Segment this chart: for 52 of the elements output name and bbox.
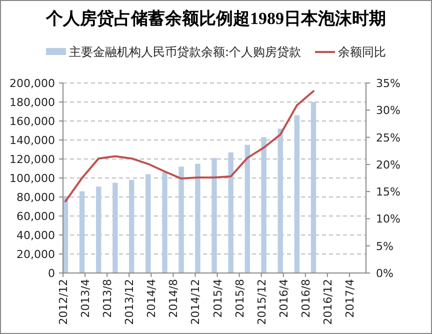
bar <box>162 172 168 273</box>
x-tick-label: 2014/4 <box>145 279 158 318</box>
bar <box>261 137 266 273</box>
y-tick-label: 180,000 <box>10 96 55 109</box>
y-tick-label: 40,000 <box>16 229 55 242</box>
bar <box>128 180 134 273</box>
bar <box>146 174 151 273</box>
x-tick-label: 2016/4 <box>277 279 290 318</box>
x-tick-label: 2014/8 <box>167 279 180 318</box>
y-tick-label: 100,000 <box>10 172 55 185</box>
y2-tick-label: 5% <box>376 240 394 253</box>
x-tick-label: 2016/12 <box>321 279 334 325</box>
y-tick-label: 0 <box>48 267 55 280</box>
y2-tick-label: 35% <box>376 77 400 90</box>
y-tick-label: 80,000 <box>16 191 55 204</box>
x-tick-label: 2013/8 <box>101 279 114 318</box>
bar <box>79 191 85 273</box>
x-tick-label: 2013/4 <box>79 279 92 318</box>
y-tick-label: 60,000 <box>16 210 55 223</box>
bar <box>278 128 283 273</box>
y-tick-label: 140,000 <box>10 134 55 147</box>
y2-tick-label: 20% <box>376 158 400 172</box>
legend-label: 主要金融机构人民币贷款余额:个人购房贷款 <box>68 45 302 59</box>
x-tick-label: 2013/12 <box>123 279 136 325</box>
y2-tick-label: 15% <box>376 186 400 199</box>
x-tick-label: 2014/12 <box>189 279 202 325</box>
x-tick-label: 2016/8 <box>299 279 312 318</box>
bar <box>195 164 200 273</box>
legend-label: 余额同比 <box>338 45 386 59</box>
bar <box>310 102 316 273</box>
y2-tick-label: 30% <box>376 104 400 118</box>
y-tick-label: 20,000 <box>16 248 55 261</box>
y-tick-label: 160,000 <box>10 115 55 128</box>
x-tick-label: 2015/4 <box>211 279 224 318</box>
bar <box>294 115 300 273</box>
bar <box>244 144 250 273</box>
y-tick-label: 200,000 <box>10 77 55 90</box>
line-series <box>64 90 314 202</box>
y2-tick-label: 10% <box>376 212 400 226</box>
bar <box>178 166 184 273</box>
bar <box>96 186 102 273</box>
y2-tick-label: 25% <box>376 131 400 144</box>
y2-tick-label: 0% <box>376 267 394 280</box>
x-tick-label: 2017/4 <box>343 279 356 318</box>
bar <box>112 182 118 273</box>
x-tick-label: 2015/8 <box>233 279 246 318</box>
bar <box>212 158 217 273</box>
y-tick-label: 120,000 <box>10 153 55 166</box>
bar <box>228 152 234 273</box>
chart-title: 个人房贷占储蓄余额比例超1989日本泡沫时期 <box>45 9 386 28</box>
x-tick-label: 2012/12 <box>57 279 70 325</box>
x-tick-label: 2015/12 <box>255 279 268 325</box>
